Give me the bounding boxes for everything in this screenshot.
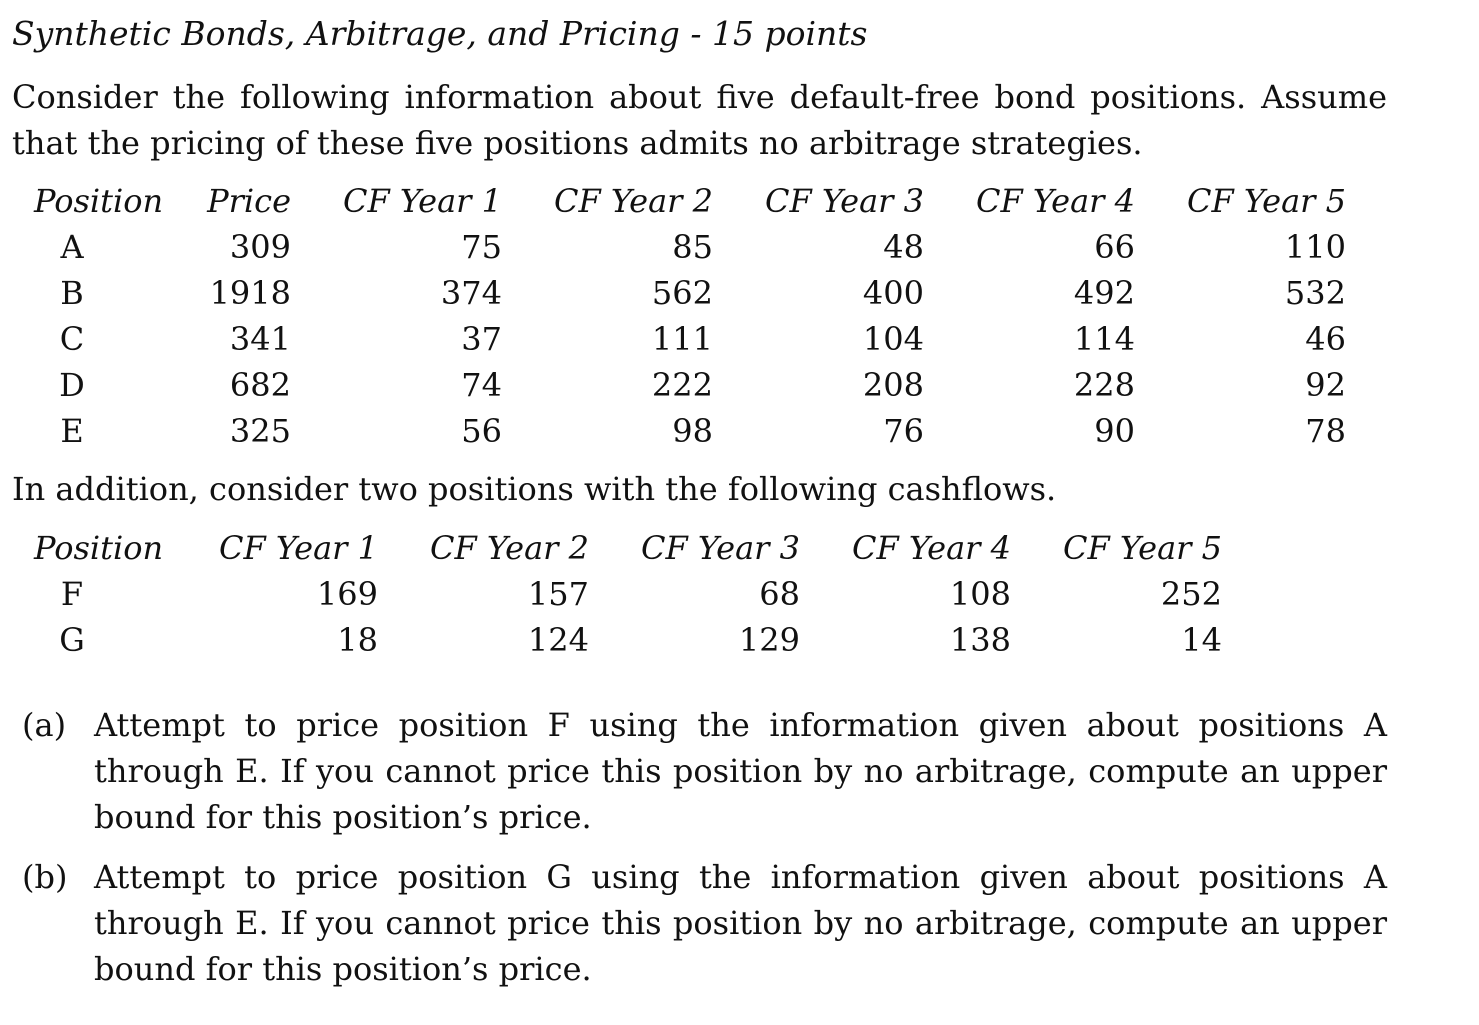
column-header: CF Year 2 [429,529,589,567]
cashflow-cell: 18 [337,621,378,659]
question-a: (a) Attempt to price position F using th… [22,702,1387,840]
price-cell: 682 [229,366,291,404]
cashflow-cell: 68 [759,575,800,613]
column-header: CF Year 3 [764,182,924,220]
intro-paragraph: Consider the following information about… [12,78,1387,162]
question-b: (b) Attempt to price position G using th… [22,854,1387,992]
column-header: Position [34,182,164,220]
cashflow-cell: 374 [440,274,502,312]
cashflow-cell: 400 [862,274,924,312]
cashflow-cell: 208 [862,366,924,404]
price-cell: 309 [229,228,291,266]
position-cell: F [60,575,84,613]
column-header: CF Year 4 [975,182,1135,220]
cashflow-cell: 37 [461,320,502,358]
position-cell: G [59,621,85,659]
table-row: A 309 75 85 48 66 110 [34,224,1346,270]
cashflow-cell: 85 [672,228,713,266]
cashflow-cell: 14 [1181,621,1222,659]
cashflow-cell: 157 [527,575,589,613]
cashflow-cell: 110 [1284,228,1346,266]
table-row: E 325 56 98 76 90 78 [34,408,1346,454]
position-cell: A [60,228,84,266]
column-header: CF Year 1 [342,182,502,220]
column-header: CF Year 4 [851,529,1011,567]
table-row: D 682 74 222 208 228 92 [34,362,1346,408]
cashflow-cell: 108 [949,575,1011,613]
question-text: Attempt to price position F using the in… [94,706,1387,836]
cashflow-cell: 492 [1073,274,1135,312]
position-cell: E [60,412,84,450]
additional-positions-table: Position CF Year 1 CF Year 2 CF Year 3 C… [34,525,1222,663]
cashflow-cell: 66 [1094,228,1135,266]
question-label: (a) [22,706,67,744]
cashflow-cell: 74 [461,366,502,404]
table-row: F 169 157 68 108 252 [34,571,1222,617]
cashflow-cell: 562 [651,274,713,312]
cashflow-cell: 169 [316,575,378,613]
price-cell: 1918 [209,274,291,312]
cashflow-cell: 228 [1073,366,1135,404]
cashflow-cell: 138 [949,621,1011,659]
cashflow-cell: 78 [1305,412,1346,450]
column-header: CF Year 3 [640,529,800,567]
cashflow-cell: 114 [1073,320,1135,358]
column-header: CF Year 5 [1062,529,1222,567]
price-cell: 325 [229,412,291,450]
cashflow-cell: 90 [1094,412,1135,450]
position-cell: C [59,320,85,358]
cashflow-cell: 98 [672,412,713,450]
table-row: G 18 124 129 138 14 [34,617,1222,663]
problem-title: Synthetic Bonds, Arbitrage, and Pricing … [12,14,868,53]
cashflow-cell: 104 [862,320,924,358]
cashflow-cell: 124 [527,621,589,659]
cashflow-cell: 129 [738,621,800,659]
cashflow-cell: 76 [883,412,924,450]
table-row: C 341 37 111 104 114 46 [34,316,1346,362]
cashflow-cell: 252 [1160,575,1222,613]
column-header: CF Year 5 [1186,182,1346,220]
cashflow-cell: 222 [651,366,713,404]
cashflow-cell: 532 [1284,274,1346,312]
position-cell: B [60,274,84,312]
cashflow-cell: 48 [883,228,924,266]
cashflow-cell: 75 [461,228,502,266]
position-cell: D [59,366,85,404]
bond-positions-table: Position Price CF Year 1 CF Year 2 CF Ye… [34,178,1346,454]
cashflow-cell: 46 [1305,320,1346,358]
question-text: Attempt to price position G using the in… [94,858,1387,988]
column-header: Position [34,529,164,567]
table-header-row: Position Price CF Year 1 CF Year 2 CF Ye… [34,178,1346,224]
column-header: Price [207,182,291,220]
table-header-row: Position CF Year 1 CF Year 2 CF Year 3 C… [34,525,1222,571]
transition-paragraph: In addition, consider two positions with… [12,470,1057,508]
price-cell: 341 [229,320,291,358]
cashflow-cell: 111 [651,320,713,358]
column-header: CF Year 2 [553,182,713,220]
cashflow-cell: 56 [461,412,502,450]
table-row: B 1918 374 562 400 492 532 [34,270,1346,316]
cashflow-cell: 92 [1305,366,1346,404]
question-label: (b) [22,858,68,896]
column-header: CF Year 1 [218,529,378,567]
